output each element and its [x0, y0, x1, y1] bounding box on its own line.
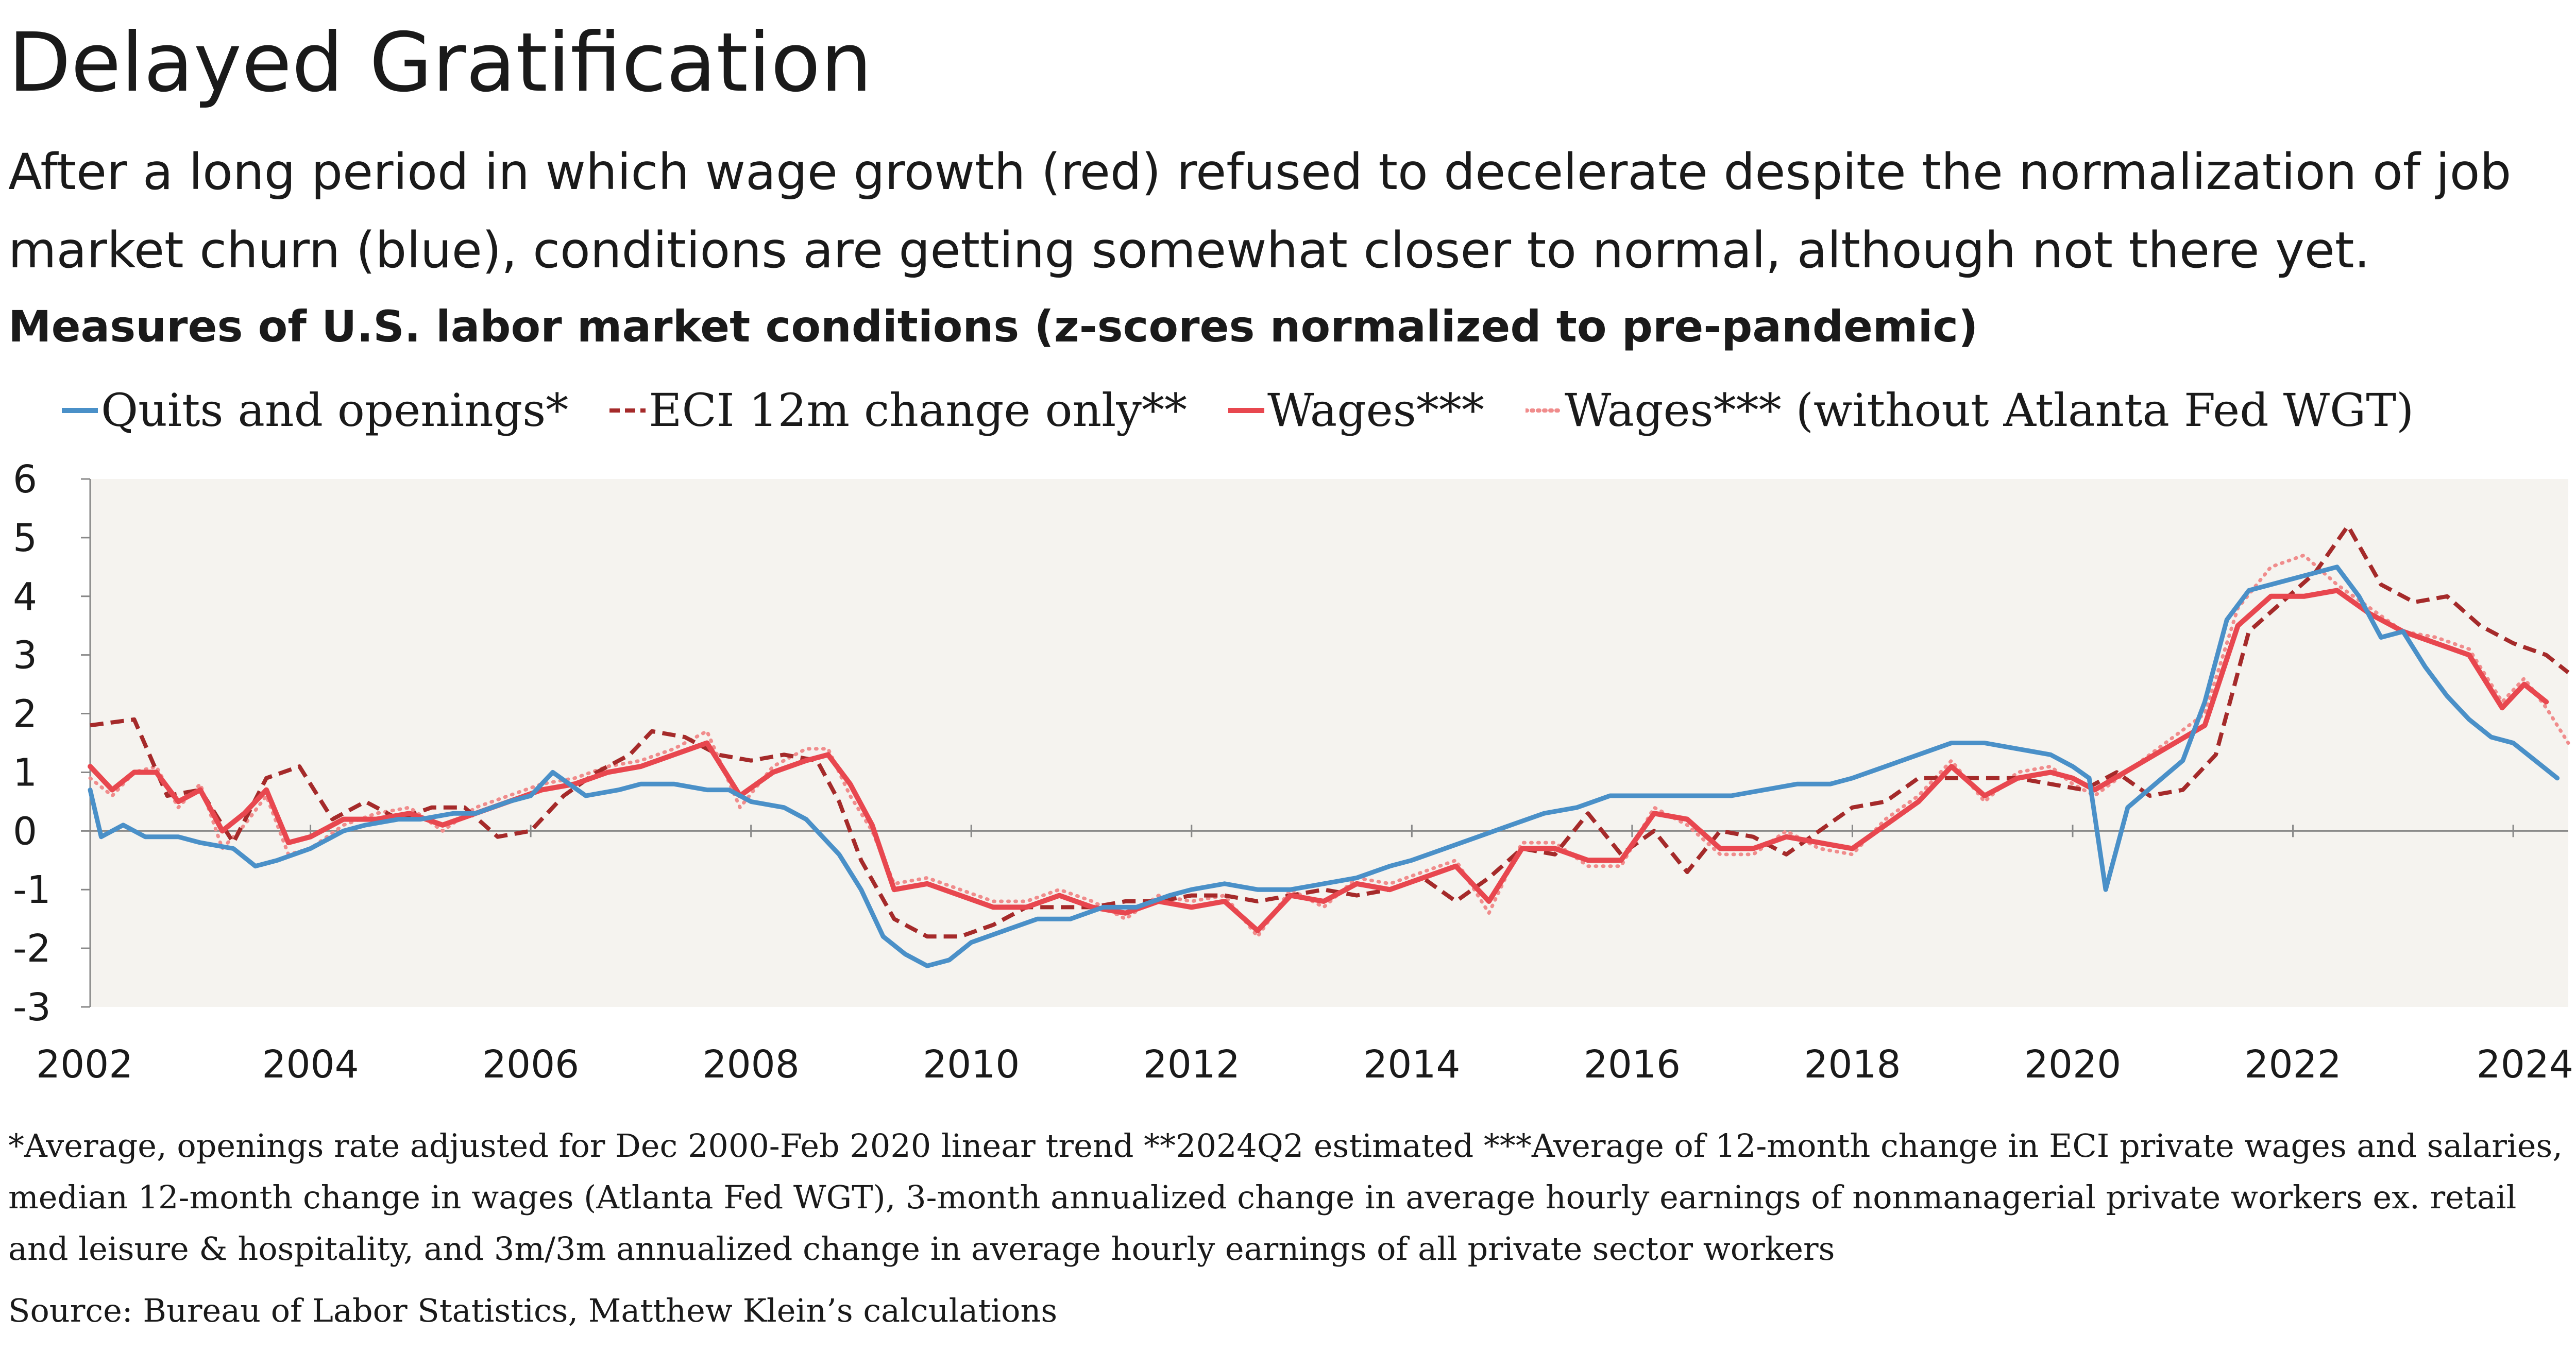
subtitle: After a long period in which wage growth…: [8, 143, 2512, 279]
y-tick-label: 1: [13, 750, 37, 795]
y-tick-label: 4: [13, 575, 37, 619]
y-tick-label: 5: [13, 516, 37, 560]
series-group: [88, 524, 2570, 968]
y-axis: 6 5 4 3 2 1 0 -1 -2 -3: [13, 457, 91, 1030]
legend-item-quits: Quits and openings*: [62, 384, 568, 437]
legend: Quits and openings* ECI 12m change only*…: [62, 384, 2455, 437]
x-tick-label: 2024: [2477, 1042, 2573, 1087]
x-tick-label: 2002: [36, 1042, 133, 1087]
series-line-eci: [90, 524, 2570, 939]
legend-swatch-wages-ex: [1525, 408, 1562, 413]
legend-label-quits: Quits and openings*: [101, 384, 569, 437]
legend-swatch-eci: [609, 408, 646, 413]
source-note: Source: Bureau of Labor Statistics, Matt…: [8, 1292, 1058, 1329]
y-tick-label: 3: [13, 634, 37, 678]
legend-item-wages: Wages***: [1228, 384, 1484, 437]
legend-swatch-wages: [1228, 407, 1264, 413]
legend-swatch-quits: [62, 407, 98, 413]
x-tick-label: 2010: [923, 1042, 1020, 1087]
x-tick-label: 2012: [1143, 1042, 1240, 1087]
legend-item-wages-ex: Wages*** (without Atlanta Fed WGT): [1525, 384, 2414, 437]
series-line-quits: [88, 564, 2560, 968]
y-tick-label: 0: [13, 809, 37, 853]
x-tick-label: 2016: [1584, 1042, 1681, 1087]
legend-label-wages: Wages***: [1267, 384, 1484, 437]
x-axis: 2002 2004 2006 2008 2010 2012 2014 2016 2018 2020…: [36, 825, 2573, 1087]
plot-background: [90, 479, 2568, 1007]
legend-label-wages-ex: Wages*** (without Atlanta Fed WGT): [1564, 384, 2414, 437]
x-tick-label: 2022: [2244, 1042, 2341, 1087]
series-line-wages: [88, 588, 2549, 933]
x-tick-label: 2006: [482, 1042, 579, 1087]
y-tick-label: -1: [13, 868, 51, 912]
legend-label-eci: ECI 12m change only**: [649, 384, 1187, 437]
x-tick-label: 2004: [262, 1042, 359, 1087]
y-tick-label: 2: [13, 692, 37, 737]
x-tick-label: 2020: [2024, 1042, 2121, 1087]
x-tick-label: 2014: [1363, 1042, 1460, 1087]
y-tick-label: 6: [13, 457, 37, 502]
chart-title: Measures of U.S. labor market conditions…: [8, 301, 1978, 352]
y-tick-label: -2: [13, 927, 51, 971]
page-title: Delayed Gratification: [8, 15, 872, 110]
x-tick-label: 2008: [703, 1042, 800, 1087]
y-tick-label: -3: [13, 985, 51, 1030]
footnote: *Average, openings rate adjusted for Dec…: [8, 1127, 2563, 1268]
legend-item-eci: ECI 12m change only**: [609, 384, 1187, 437]
x-tick-label: 2018: [1804, 1042, 1901, 1087]
